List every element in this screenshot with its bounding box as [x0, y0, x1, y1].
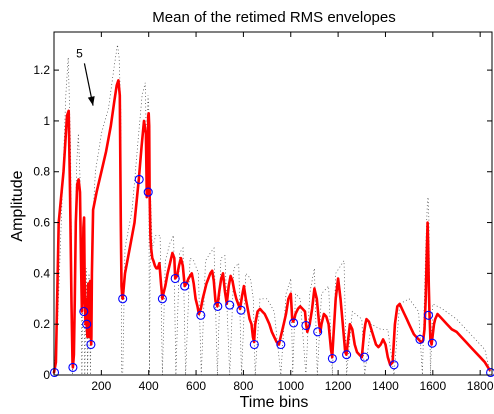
marker-point: [342, 350, 352, 360]
x-tick-label: 1400: [372, 379, 399, 393]
annotation: 5: [76, 46, 95, 106]
y-tick-label: 0: [43, 368, 50, 382]
x-tick-label: 1000: [277, 379, 304, 393]
axis-ticks: 200 400 600 800 1000 1200 1400 1600 1800 0 0.2 0.4 0…: [33, 32, 494, 393]
y-tick-label: 0.2: [33, 317, 50, 331]
y-tick-label: 1: [43, 114, 50, 128]
axes-box: [53, 31, 493, 376]
marker-point: [423, 310, 434, 320]
marker-point: [236, 305, 246, 315]
x-tick-label: 200: [91, 379, 111, 393]
marker-point: [213, 301, 223, 311]
marker-point: [360, 352, 370, 362]
chart-title: Mean of the retimed RMS envelopes: [152, 9, 395, 26]
mean-envelope-line: [52, 79, 491, 374]
marker-point: [225, 300, 235, 310]
y-tick-label: 0.4: [33, 266, 50, 280]
marker-point: [157, 294, 167, 304]
marker-point: [196, 310, 206, 320]
marker-point: [134, 174, 144, 184]
x-tick-label: 1600: [419, 379, 446, 393]
marker-point: [118, 294, 128, 304]
marker-point: [327, 353, 337, 364]
marker-point: [415, 334, 425, 344]
x-tick-label: 1200: [325, 379, 352, 393]
marker-point: [170, 273, 180, 284]
marker-point: [143, 187, 153, 197]
marker-point: [427, 338, 437, 348]
marker-point: [79, 306, 89, 317]
marker-point: [289, 318, 299, 328]
marker-point: [68, 362, 78, 372]
marker-point: [86, 339, 96, 350]
marker-point: [276, 339, 286, 350]
plot-area: [49, 44, 494, 378]
marker-point: [301, 320, 311, 331]
x-tick-label: 400: [139, 379, 159, 393]
marker-point: [389, 360, 399, 370]
y-tick-label: 0.6: [33, 216, 50, 230]
axes-frame: [53, 31, 493, 376]
y-axis-label: Amplitude: [9, 170, 26, 241]
annotation-label: 5: [76, 46, 83, 60]
marker-point: [486, 367, 494, 378]
x-axis-label: Time bins: [240, 394, 309, 411]
x-tick-label: 1800: [467, 379, 494, 393]
x-tick-label: 800: [233, 379, 253, 393]
y-tick-label: 1.2: [33, 63, 50, 77]
annotation-arrow-head: [87, 96, 95, 106]
x-tick-label: 600: [186, 379, 206, 393]
marker-point: [180, 281, 190, 291]
y-tick-label: 0.8: [33, 165, 50, 179]
marker-point: [313, 327, 323, 337]
marker-point: [82, 319, 92, 329]
marker-point: [249, 339, 259, 350]
